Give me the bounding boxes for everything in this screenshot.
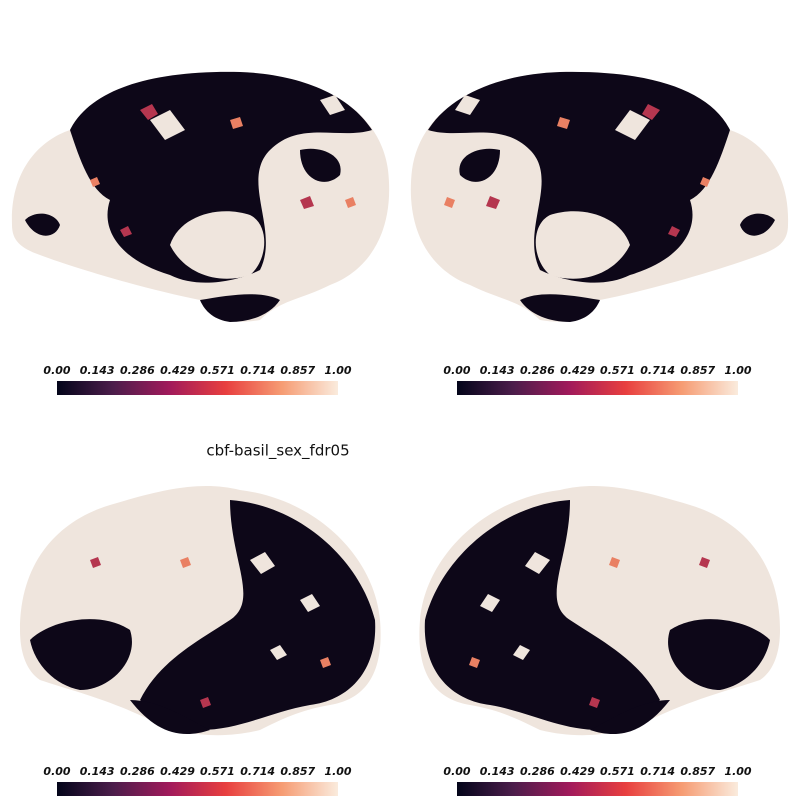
colorbar	[57, 782, 338, 796]
brain-left-lateral	[20, 485, 381, 736]
brain-right-lateral	[419, 485, 780, 736]
colorbar-tick-label: 0.00	[443, 765, 470, 778]
colorbar-tick-label: 0.286	[120, 765, 155, 778]
colorbar-tick-label: 0.429	[560, 364, 595, 377]
colorbar-tick-label: 0.714	[640, 765, 675, 778]
colorbar-tick-label: 0.571	[200, 364, 235, 377]
brain-left-medial	[11, 71, 390, 322]
figure-title: cbf-basil_sex_fdr05	[206, 442, 349, 461]
colorbar-tick-label: 0.857	[680, 364, 715, 377]
colorbar-tick-label: 1.00	[324, 364, 351, 377]
colorbar-tick-label: 0.00	[443, 364, 470, 377]
colorbar-tick-label: 0.714	[640, 364, 675, 377]
colorbar-tick-label: 0.143	[480, 364, 515, 377]
colorbar-tick-label: 0.143	[480, 765, 515, 778]
colorbar-tick-label: 0.00	[43, 765, 70, 778]
colorbar-tick-label: 1.00	[724, 765, 751, 778]
colorbar-tick-label: 0.429	[560, 765, 595, 778]
brain-right-medial	[410, 71, 789, 322]
colorbar-tick-label: 0.857	[280, 364, 315, 377]
colorbar-tick-label: 0.143	[80, 364, 115, 377]
colorbar-tick-label: 0.714	[240, 765, 275, 778]
colorbar-tick-label: 0.571	[600, 364, 635, 377]
colorbar-tick-label: 0.857	[680, 765, 715, 778]
colorbar-tick-label: 0.714	[240, 364, 275, 377]
colorbar-tick-label: 1.00	[324, 765, 351, 778]
colorbar-tick-label: 0.571	[200, 765, 235, 778]
colorbar	[57, 381, 338, 395]
colorbar	[457, 381, 738, 395]
colorbar-tick-label: 0.286	[520, 364, 555, 377]
colorbar-tick-label: 0.429	[160, 765, 195, 778]
colorbar-tick-label: 0.00	[43, 364, 70, 377]
colorbar-tick-label: 0.429	[160, 364, 195, 377]
colorbar-tick-label: 0.286	[120, 364, 155, 377]
colorbar	[457, 782, 738, 796]
colorbar-tick-label: 0.571	[600, 765, 635, 778]
colorbar-tick-label: 1.00	[724, 364, 751, 377]
colorbar-tick-label: 0.857	[280, 765, 315, 778]
colorbar-tick-label: 0.143	[80, 765, 115, 778]
colorbar-tick-label: 0.286	[520, 765, 555, 778]
